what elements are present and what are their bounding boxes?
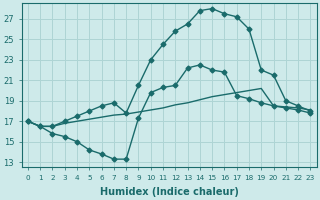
X-axis label: Humidex (Indice chaleur): Humidex (Indice chaleur) [100, 187, 239, 197]
